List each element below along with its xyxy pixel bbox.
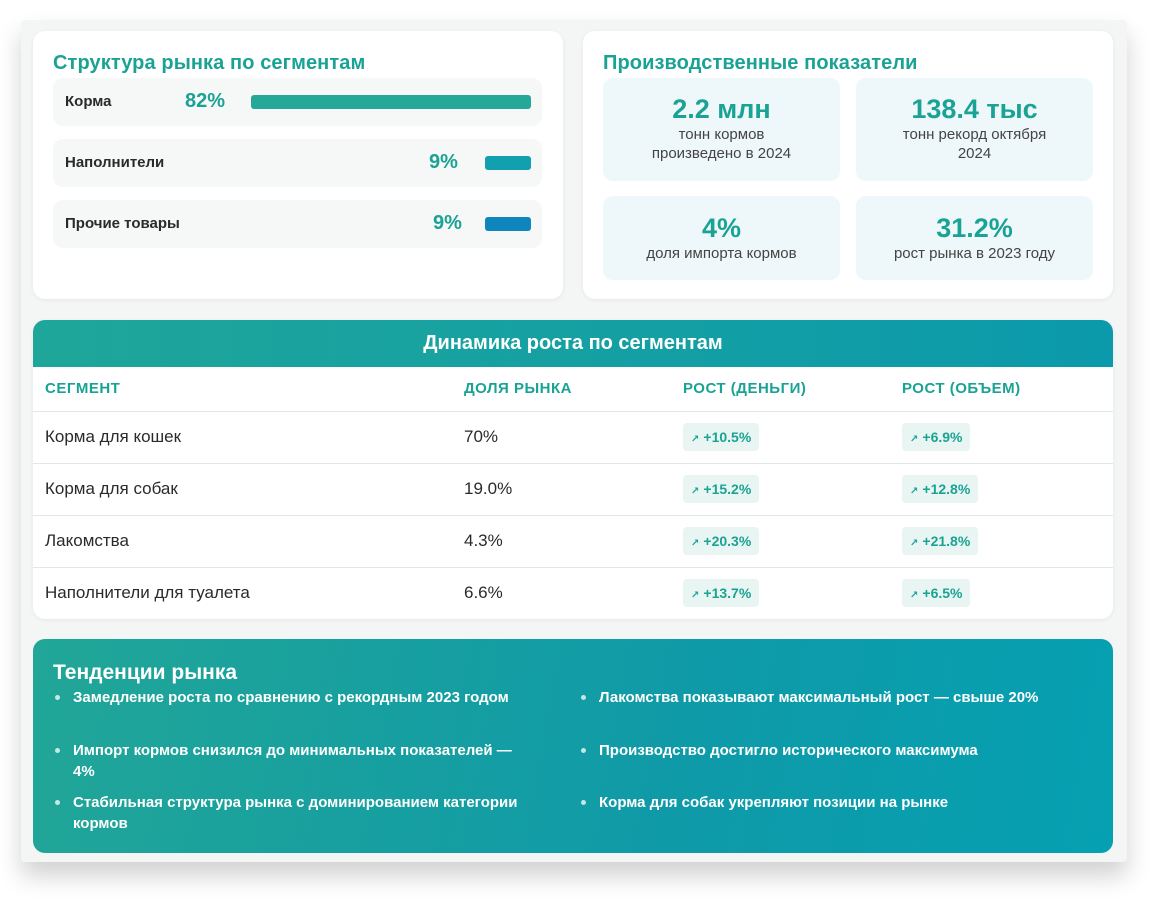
bullet-icon (55, 695, 60, 700)
trend-item: Импорт кормов снизился до минимальных по… (53, 740, 533, 782)
volume-growth-badge: ↗ +6.9% (902, 423, 971, 451)
money-growth-badge: ↗ +13.7% (683, 579, 760, 607)
money-growth-badge: ↗ +20.3% (683, 527, 760, 555)
trend-item: Стабильная структура рынка с доминирован… (53, 792, 533, 834)
bullet-icon (581, 748, 586, 753)
table-row: Корма для кошек 70% ↗ +10.5% ↗ +6.9% (33, 411, 1113, 463)
stat-production-volume: 2.2 млн тонн кормов произведено в 2024 (603, 78, 840, 181)
share-cell: 6.6% (464, 583, 503, 602)
segment-percent: 82% (185, 90, 226, 112)
market-structure-title: Структура рынка по сегментам (53, 52, 366, 74)
segment-name: Наполнители (65, 154, 165, 171)
money-growth-badge: ↗ +10.5% (683, 423, 760, 451)
bullet-icon (581, 695, 586, 700)
stat-import-share: 4% доля импорта кормов (603, 196, 840, 280)
segment-name: Прочие товары (65, 215, 180, 232)
segment-row-fillers: Наполнители 9% (53, 139, 542, 187)
volume-growth-badge: ↗ +12.8% (902, 475, 979, 503)
trend-up-icon: ↗ (910, 434, 919, 445)
stat-value: 31.2% (936, 213, 1013, 243)
column-header-segment: СЕГМЕНТ (45, 380, 121, 397)
trend-item: Производство достигло исторического макс… (579, 740, 1059, 761)
growth-table-title: Динамика роста по сегментам (33, 320, 1113, 367)
stat-label: рост рынка в 2023 году (893, 245, 1056, 262)
trend-up-icon: ↗ (910, 538, 919, 549)
segment-cell: Лакомства (45, 531, 129, 550)
column-header-money-growth: РОСТ (ДЕНЬГИ) (683, 380, 807, 397)
stat-label: доля импорта кормов (646, 245, 797, 262)
table-row: Корма для собак 19.0% ↗ +15.2% ↗ +12.8% (33, 463, 1113, 515)
market-trends-title: Тенденции рынка (53, 661, 238, 684)
market-trends-card: Тенденции рынка Замедление роста по срав… (33, 639, 1113, 853)
segment-percent: 9% (433, 212, 462, 234)
money-growth-badge: ↗ +15.2% (683, 475, 760, 503)
column-header-share: ДОЛЯ РЫНКА (464, 380, 572, 397)
stat-label: тонн рекорд октября 2024 (902, 126, 1047, 162)
stat-value: 138.4 тыс (911, 94, 1038, 124)
column-header-volume-growth: РОСТ (ОБЪЕМ) (902, 380, 1021, 397)
share-cell: 19.0% (464, 479, 513, 498)
trend-item: Лакомства показывают максимальный рост —… (579, 687, 1059, 708)
trend-up-icon: ↗ (691, 538, 700, 549)
stat-label: тонн кормов произведено в 2024 (651, 126, 792, 162)
bullet-icon (55, 800, 60, 805)
trend-item: Замедление роста по сравнению с рекордны… (53, 687, 533, 708)
segment-cell: Корма для собак (45, 479, 178, 498)
trend-up-icon: ↗ (691, 590, 700, 601)
bullet-icon (581, 800, 586, 805)
table-row: Наполнители для туалета 6.6% ↗ +13.7% ↗ +6… (33, 567, 1113, 619)
stat-october-record: 138.4 тыс тонн рекорд октября 2024 (856, 78, 1093, 181)
segment-share-bar (251, 95, 531, 109)
growth-table-card: Динамика роста по сегментам СЕГМЕНТ ДОЛЯ… (33, 320, 1113, 619)
stat-value: 2.2 млн (672, 94, 771, 124)
share-cell: 4.3% (464, 531, 503, 550)
volume-growth-badge: ↗ +21.8% (902, 527, 979, 555)
segment-row-other: Прочие товары 9% (53, 200, 542, 248)
production-stats-card: Производственные показатели 2.2 млн тонн… (583, 31, 1113, 299)
production-title: Производственные показатели (603, 52, 918, 74)
volume-growth-badge: ↗ +6.5% (902, 579, 971, 607)
trend-up-icon: ↗ (691, 486, 700, 497)
share-cell: 70% (464, 427, 499, 446)
segment-cell: Наполнители для туалета (45, 583, 250, 602)
trend-up-icon: ↗ (691, 434, 700, 445)
trend-up-icon: ↗ (910, 590, 919, 601)
stat-value: 4% (701, 213, 742, 243)
segment-name: Корма (65, 93, 112, 110)
trend-up-icon: ↗ (910, 486, 919, 497)
segment-percent: 9% (429, 151, 458, 173)
table-row: Лакомства 4.3% ↗ +20.3% ↗ +21.8% (33, 515, 1113, 567)
bullet-icon (55, 748, 60, 753)
stat-market-growth: 31.2% рост рынка в 2023 году (856, 196, 1093, 280)
segment-share-bar (485, 217, 531, 231)
segment-row-feed: Корма 82% (53, 78, 542, 126)
market-structure-card: Структура рынка по сегментам Корма 82% Н… (33, 31, 563, 299)
trend-item: Корма для собак укрепляют позиции на рын… (579, 792, 1059, 813)
segment-cell: Корма для кошек (45, 427, 182, 446)
segment-share-bar (485, 156, 531, 170)
